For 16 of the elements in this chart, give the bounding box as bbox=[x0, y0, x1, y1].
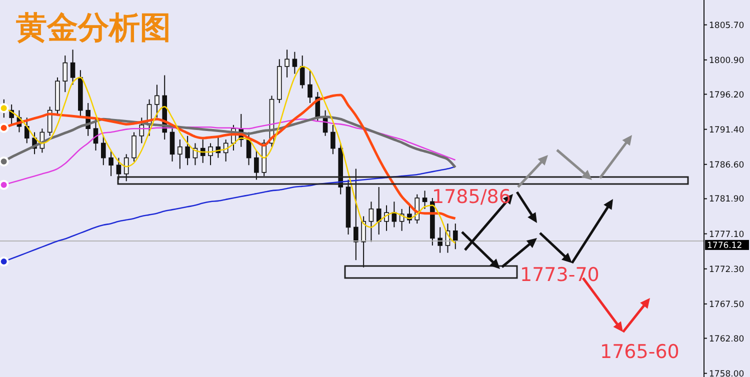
y-tick-label: 1791.40 bbox=[709, 125, 744, 136]
y-tick-label: 1781.90 bbox=[709, 194, 744, 205]
y-tick-label: 1772.30 bbox=[709, 264, 744, 275]
chart-title: 黄金分析图 bbox=[16, 10, 171, 46]
y-tick-label: 1786.60 bbox=[709, 160, 744, 170]
y-tick-label: 1762.80 bbox=[709, 334, 744, 344]
y-tick-label: 1777.10 bbox=[709, 230, 744, 240]
annotation: 1785/86 bbox=[432, 186, 511, 208]
ref-line-label: 1776.12 bbox=[707, 240, 742, 251]
y-tick-label: 1800.90 bbox=[709, 56, 744, 66]
y-tick-label: 1796.20 bbox=[709, 90, 744, 100]
y-tick-label: 1758.00 bbox=[709, 369, 744, 377]
annotation: 1765-60 bbox=[600, 341, 680, 363]
annotation: 1773-70 bbox=[520, 264, 600, 286]
y-tick-label: 1805.70 bbox=[709, 20, 744, 31]
y-tick-label: 1767.50 bbox=[709, 300, 744, 310]
